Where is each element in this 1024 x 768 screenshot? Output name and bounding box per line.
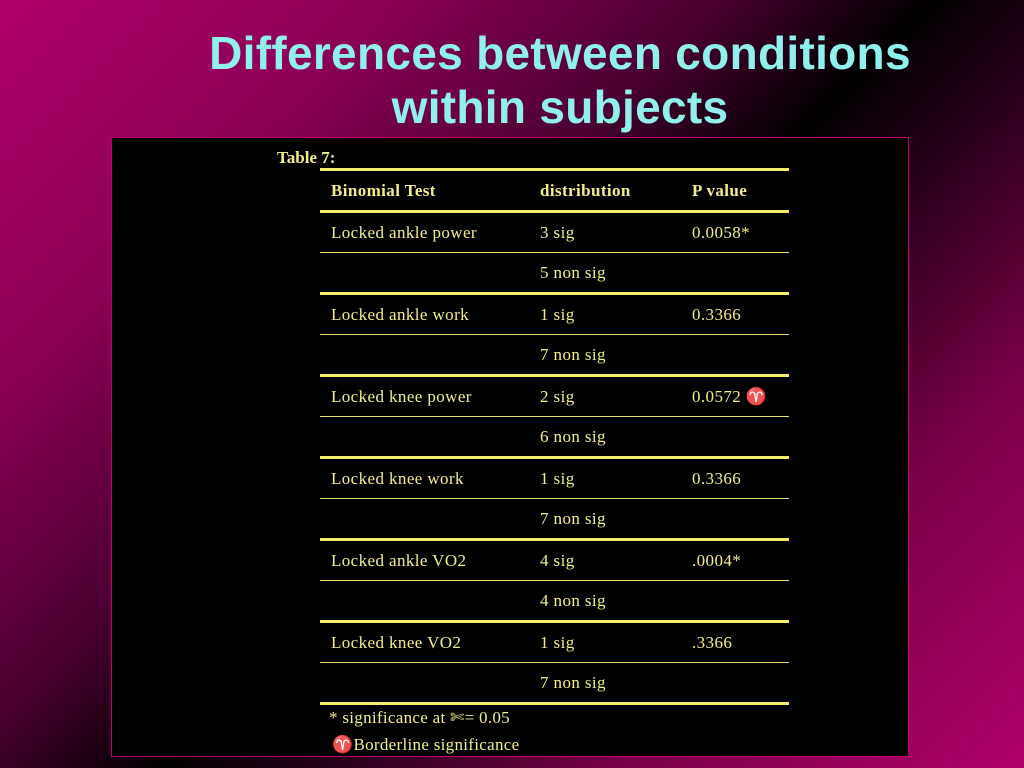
slide-title-line-2: within subjects xyxy=(391,81,729,133)
table-row: Locked knee VO2 1 sig .3366 xyxy=(320,621,789,663)
cell-p-value: 0.0058* xyxy=(681,211,789,253)
footnote-significance: * significance at ✄= 0.05 xyxy=(329,708,510,727)
table-row: Locked knee work 1 sig 0.3366 xyxy=(320,457,789,499)
cell-p-value xyxy=(681,334,789,377)
cell-distribution: 5 non sig xyxy=(529,252,681,295)
cell-distribution: 4 non sig xyxy=(529,580,681,623)
cell-test xyxy=(320,662,529,705)
cell-p-value: .3366 xyxy=(681,621,789,663)
cell-p-value xyxy=(681,416,789,459)
cell-p-value xyxy=(681,662,789,705)
table-row: 7 non sig xyxy=(320,662,789,705)
cell-test xyxy=(320,580,529,623)
cell-distribution: 1 sig xyxy=(529,621,681,663)
cell-distribution: 7 non sig xyxy=(529,662,681,705)
cell-test xyxy=(320,498,529,541)
cell-distribution: 2 sig xyxy=(529,375,681,417)
cell-p-value xyxy=(681,252,789,295)
cell-distribution: 1 sig xyxy=(529,457,681,499)
table-row: 6 non sig xyxy=(320,416,789,459)
table-header-row: Binomial Test distribution P value xyxy=(320,168,789,213)
cell-test xyxy=(320,334,529,377)
cell-distribution: 4 sig xyxy=(529,539,681,581)
slide-title-line-1: Differences between conditions xyxy=(209,27,911,79)
table-row: Locked knee power 2 sig 0.0572 ♈ xyxy=(320,375,789,417)
table-caption: Table 7: xyxy=(277,148,336,167)
table-row: Locked ankle VO2 4 sig .0004* xyxy=(320,539,789,581)
cell-p-value: 0.3366 xyxy=(681,457,789,499)
cell-test: Locked ankle power xyxy=(320,211,529,253)
cell-p-value xyxy=(681,498,789,541)
table-row: Locked ankle work 1 sig 0.3366 xyxy=(320,293,789,335)
table-row: 7 non sig xyxy=(320,334,789,377)
footnote-borderline: ♈Borderline significance xyxy=(332,735,520,754)
table-panel: Table 7: Binomial Test distribution P va… xyxy=(111,137,909,757)
cell-test xyxy=(320,252,529,295)
cell-distribution: 6 non sig xyxy=(529,416,681,459)
cell-test xyxy=(320,416,529,459)
cell-distribution: 1 sig xyxy=(529,293,681,335)
cell-distribution: 3 sig xyxy=(529,211,681,253)
table-row: 4 non sig xyxy=(320,580,789,623)
binomial-test-table: Binomial Test distribution P value Locke… xyxy=(320,168,789,705)
cell-test: Locked ankle work xyxy=(320,293,529,335)
table-row: Locked ankle power 3 sig 0.0058* xyxy=(320,211,789,253)
cell-test: Locked knee power xyxy=(320,375,529,417)
cell-p-value: .0004* xyxy=(681,539,789,581)
cell-distribution: 7 non sig xyxy=(529,498,681,541)
cell-distribution: 7 non sig xyxy=(529,334,681,377)
header-distribution: distribution xyxy=(529,168,681,213)
header-binomial-test: Binomial Test xyxy=(320,168,529,213)
cell-test: Locked knee VO2 xyxy=(320,621,529,663)
cell-test: Locked ankle VO2 xyxy=(320,539,529,581)
cell-p-value xyxy=(681,580,789,623)
table-row: 7 non sig xyxy=(320,498,789,541)
slide-title: Differences between conditions within su… xyxy=(150,26,970,134)
cell-p-value: 0.0572 ♈ xyxy=(681,375,789,417)
cell-p-value: 0.3366 xyxy=(681,293,789,335)
header-p-value: P value xyxy=(681,168,789,213)
table-row: 5 non sig xyxy=(320,252,789,295)
cell-test: Locked knee work xyxy=(320,457,529,499)
